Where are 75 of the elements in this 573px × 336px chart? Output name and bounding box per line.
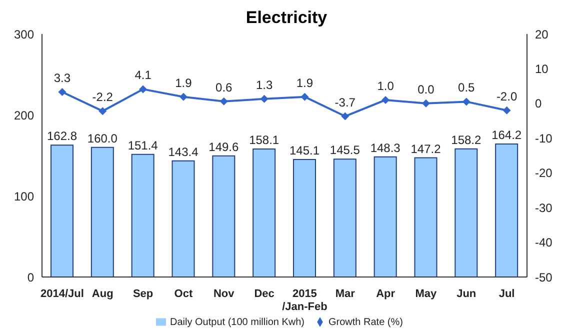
bar <box>131 154 154 277</box>
x-tick-label: Dec <box>254 288 274 300</box>
point <box>462 98 470 106</box>
bar <box>50 144 74 277</box>
data-label: 158.1 <box>249 132 280 147</box>
data-label: 1.3 <box>256 78 273 92</box>
data-label: 3.3 <box>54 70 71 85</box>
point <box>382 96 390 104</box>
data-label: -3.7 <box>334 95 356 110</box>
data-label: 160.0 <box>87 131 118 146</box>
y-tick-label: 0 <box>27 270 34 284</box>
x-tick-label: 2015 /Jan-Feb <box>282 288 328 313</box>
data-label: 164.2 <box>492 128 522 142</box>
data-label: 158.2 <box>451 132 482 147</box>
point <box>341 112 350 120</box>
data-label: 147.2 <box>410 142 442 156</box>
bar <box>495 144 518 277</box>
legend-label: Growth Rate (%) <box>328 317 403 328</box>
bar <box>212 155 236 277</box>
point <box>300 92 309 101</box>
data-label: 145.1 <box>289 143 320 158</box>
data-label: 0.0 <box>418 82 435 96</box>
point <box>58 88 66 96</box>
y2-tick-label: -10 <box>535 131 553 146</box>
chart-title: Electricity <box>246 8 328 27</box>
bar <box>293 158 316 277</box>
point <box>422 99 430 108</box>
legend-label: Daily Output (100 million Kwh) <box>170 317 305 328</box>
x-tick-label: 2014/Jul <box>40 288 84 300</box>
y2-tick-label: 20 <box>535 27 549 42</box>
data-label: 162.8 <box>46 129 78 144</box>
y2-tick-label: 0 <box>535 96 542 111</box>
x-tick-label: Jul <box>498 288 515 300</box>
bar <box>172 160 195 277</box>
bar <box>454 148 478 277</box>
bar <box>90 146 114 277</box>
y2-tick-label: -20 <box>535 166 553 180</box>
y2-tick-label: -50 <box>535 270 553 284</box>
x-tick-label: May <box>415 288 438 300</box>
x-tick-label: Jun <box>456 288 476 300</box>
point <box>502 106 511 114</box>
y2-tick-label: -30 <box>535 200 553 215</box>
data-label: -2.2 <box>92 90 114 104</box>
data-label: -2.0 <box>496 89 518 104</box>
point <box>260 94 268 103</box>
x-tick-label: Oct <box>174 288 193 300</box>
x-tick-label: Mar <box>335 288 356 300</box>
data-label: 4.1 <box>134 68 152 82</box>
y-tick-label: 200 <box>14 108 34 122</box>
data-label: 145.5 <box>330 143 360 158</box>
data-label: 148.3 <box>370 140 401 155</box>
bar <box>333 158 356 277</box>
data-label: 149.6 <box>208 140 240 154</box>
data-label: 1.0 <box>377 78 394 93</box>
bar <box>414 157 438 277</box>
y2-tick-label: -40 <box>535 236 553 250</box>
y-tick-label: 300 <box>14 27 34 42</box>
y2-tick-label: 10 <box>535 62 549 76</box>
x-tick-label: Apr <box>376 288 396 300</box>
point <box>139 85 148 94</box>
point <box>220 97 228 106</box>
data-label: 0.5 <box>458 80 476 95</box>
data-label: 1.9 <box>296 76 314 90</box>
y-tick-label: 100 <box>14 189 34 204</box>
bar <box>374 156 397 277</box>
data-label: 0.6 <box>216 80 233 94</box>
x-tick-label: Nov <box>213 288 236 300</box>
data-label: 151.4 <box>128 138 158 152</box>
point <box>98 107 107 116</box>
data-label: 143.4 <box>168 144 199 159</box>
x-tick-label: Sep <box>132 288 154 300</box>
bar <box>252 148 276 277</box>
x-tick-label: Aug <box>92 288 114 300</box>
point <box>179 92 188 101</box>
data-label: 1.9 <box>175 76 192 90</box>
